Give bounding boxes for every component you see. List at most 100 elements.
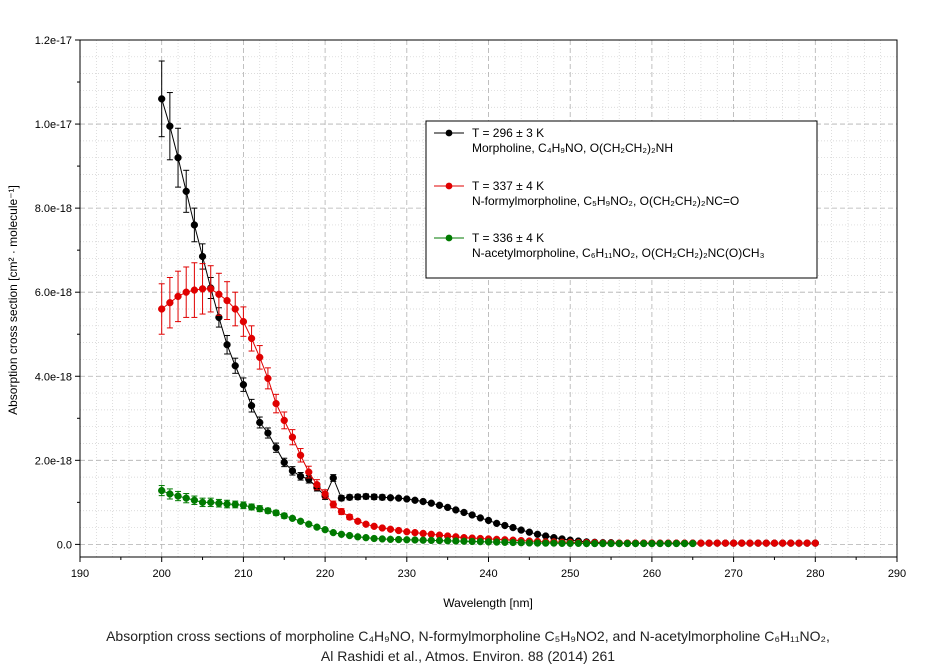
data-point xyxy=(419,529,427,538)
data-point xyxy=(427,499,435,507)
ticks: 190 200 210 220 230 240 250 260 270 280 290 0.0 2.0e… xyxy=(35,35,906,580)
data-point xyxy=(313,523,321,531)
data-point xyxy=(615,539,623,548)
data-point xyxy=(190,286,199,294)
data-point xyxy=(280,416,288,425)
data-point xyxy=(345,531,354,540)
legend-swatch-marker xyxy=(445,129,453,137)
data-point xyxy=(288,514,297,522)
data-point xyxy=(501,538,509,546)
data-point xyxy=(223,341,231,349)
data-point xyxy=(313,481,321,489)
data-point xyxy=(231,500,239,509)
data-point xyxy=(566,539,574,547)
data-point xyxy=(558,539,566,547)
legend-box xyxy=(425,120,818,279)
series-layer xyxy=(158,60,819,548)
x-tick-label: 250 xyxy=(561,568,579,580)
data-point xyxy=(296,472,305,480)
data-point xyxy=(166,299,174,307)
data-point xyxy=(517,526,525,534)
data-point xyxy=(223,500,231,508)
chart: 190 200 210 220 230 240 250 260 270 280 290 0.0 2.0e… xyxy=(6,35,906,610)
data-point xyxy=(787,539,795,547)
data-point xyxy=(795,539,803,547)
data-point xyxy=(501,521,509,530)
data-point xyxy=(174,492,182,500)
y-tick-label: 2.0e-18 xyxy=(35,455,72,467)
legend-label: T = 337 ± 4 K xyxy=(472,179,544,193)
data-point xyxy=(656,539,664,548)
data-point xyxy=(264,374,272,383)
data-point xyxy=(337,494,346,502)
data-point xyxy=(264,507,272,515)
data-point xyxy=(713,539,721,547)
data-point xyxy=(215,499,223,507)
data-point xyxy=(460,537,468,545)
data-point xyxy=(444,503,452,512)
data-point xyxy=(296,517,305,525)
data-point xyxy=(190,221,199,229)
data-point xyxy=(550,539,558,547)
x-tick-label: 230 xyxy=(398,568,416,580)
data-point xyxy=(664,539,672,548)
legend-sublabel: N-formylmorpholine, C₅H₉NO₂, O(CH₂CH₂)₂N… xyxy=(472,194,739,208)
data-point xyxy=(509,523,517,532)
data-point xyxy=(452,506,460,514)
data-point xyxy=(411,528,419,537)
data-point xyxy=(256,353,264,361)
data-point xyxy=(427,530,435,538)
data-point xyxy=(272,509,280,517)
legend-label: T = 296 ± 3 K xyxy=(472,126,544,140)
data-point xyxy=(329,528,337,537)
data-point xyxy=(746,539,754,547)
data-point xyxy=(370,493,378,501)
x-tick-label: 200 xyxy=(153,568,171,580)
data-point xyxy=(411,496,419,504)
data-point xyxy=(574,539,583,547)
data-point xyxy=(198,498,207,507)
data-point xyxy=(345,493,354,501)
data-point xyxy=(648,539,656,548)
data-point xyxy=(721,539,730,547)
x-tick-label: 210 xyxy=(234,568,252,580)
y-tick-label: 0.0 xyxy=(57,539,72,551)
data-point xyxy=(468,537,476,546)
data-point xyxy=(207,498,215,507)
data-point xyxy=(256,418,264,427)
data-point xyxy=(509,538,517,547)
y-tick-label: 4.0e-18 xyxy=(35,371,72,383)
data-point xyxy=(231,362,239,370)
data-point xyxy=(174,154,182,162)
data-point xyxy=(582,539,591,548)
data-point xyxy=(738,539,746,547)
y-tick-label: 1.0e-17 xyxy=(35,119,72,131)
data-point xyxy=(599,539,607,548)
legend-swatch-marker xyxy=(445,182,453,190)
data-point xyxy=(354,517,362,525)
data-point xyxy=(207,285,215,293)
data-point xyxy=(345,513,354,521)
data-point xyxy=(435,501,444,509)
data-point xyxy=(354,533,362,541)
data-point xyxy=(403,528,411,536)
data-point xyxy=(525,528,533,536)
data-point xyxy=(705,539,713,547)
data-point xyxy=(305,468,313,476)
data-point xyxy=(321,526,329,534)
series-line xyxy=(161,490,693,545)
data-point xyxy=(182,187,190,195)
data-point xyxy=(239,317,248,326)
legend-swatch-marker xyxy=(445,234,453,242)
data-point xyxy=(247,402,256,410)
data-point xyxy=(321,490,329,498)
data-point xyxy=(264,429,272,437)
series-3 xyxy=(158,485,697,548)
data-point xyxy=(435,536,444,545)
data-point xyxy=(239,501,248,509)
data-point xyxy=(394,535,403,544)
data-point xyxy=(697,539,705,547)
data-point xyxy=(533,539,542,547)
data-point xyxy=(158,486,166,495)
